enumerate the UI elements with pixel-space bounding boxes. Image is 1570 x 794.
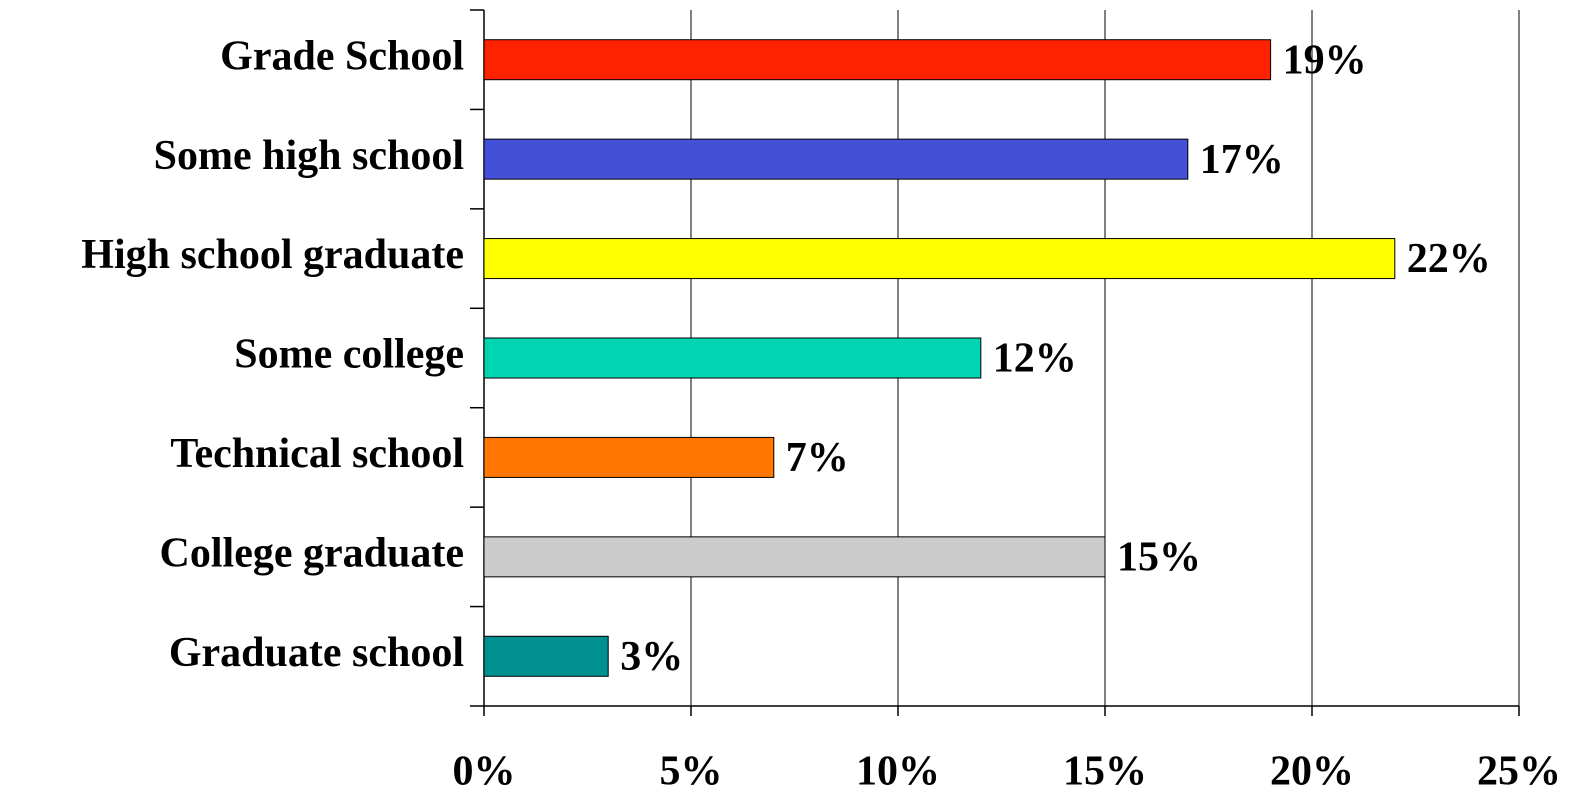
value-label: 15% (1117, 534, 1201, 580)
y-tick-label: High school graduate (81, 232, 464, 278)
value-label: 7% (786, 435, 849, 481)
y-tick-label: Graduate school (169, 630, 464, 676)
y-tick-label: Some high school (154, 133, 464, 179)
bar (483, 436, 775, 478)
value-label: 3% (620, 634, 683, 680)
value-label: 19% (1283, 37, 1367, 83)
value-label: 17% (1200, 137, 1284, 183)
y-tick-label: College graduate (160, 530, 464, 576)
bar (483, 138, 1189, 180)
x-tick-label: 5% (660, 749, 723, 794)
y-tick-label: Some college (234, 332, 464, 378)
y-tick-label: Technical school (170, 431, 464, 477)
bar (483, 238, 1396, 280)
bar (483, 39, 1272, 81)
value-label: 22% (1407, 236, 1491, 282)
value-label: 12% (993, 336, 1077, 382)
x-tick-label: 15% (1063, 749, 1147, 794)
x-tick-label: 0% (453, 749, 516, 794)
bar (483, 337, 982, 379)
x-tick-label: 20% (1270, 749, 1354, 794)
y-tick-label: Grade School (220, 33, 464, 79)
x-tick-label: 10% (856, 749, 940, 794)
bar (483, 536, 1106, 578)
bar (483, 635, 609, 677)
x-tick-label: 25% (1477, 749, 1561, 794)
